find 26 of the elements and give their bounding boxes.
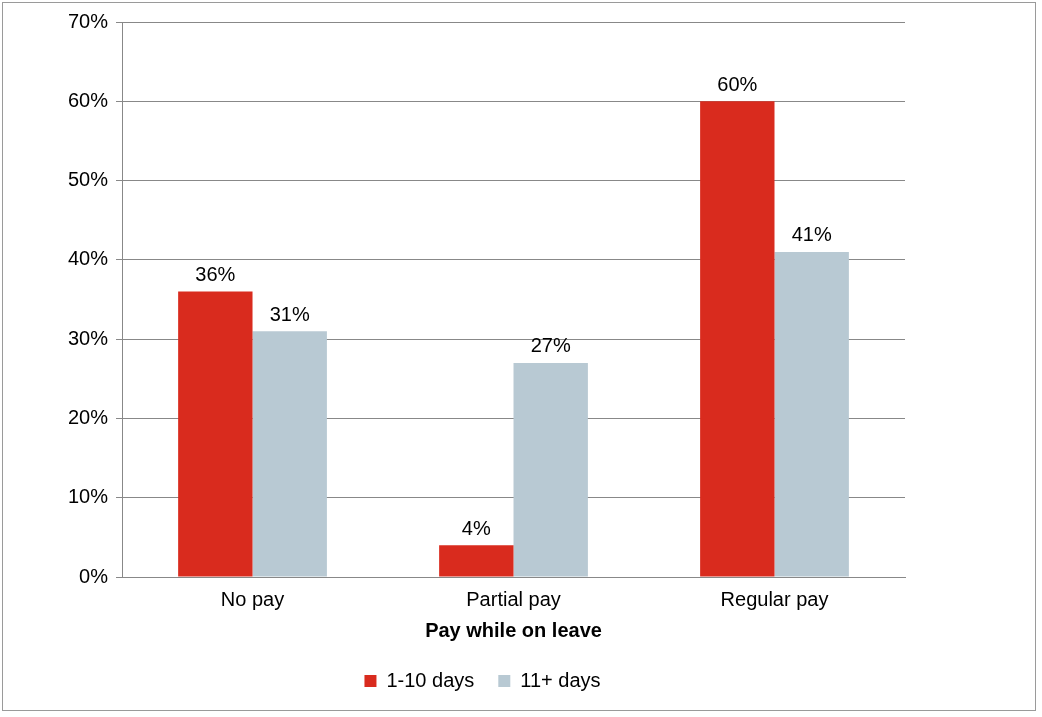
y-tick-label: 60% xyxy=(68,88,109,111)
y-tick-label: 10% xyxy=(68,485,109,508)
bar xyxy=(252,331,327,577)
bar xyxy=(513,362,588,577)
y-tick-label: 40% xyxy=(68,247,109,270)
y-tick-label: 0% xyxy=(79,564,109,587)
x-tick-label: Regular pay xyxy=(720,587,829,610)
x-tick-label: Partial pay xyxy=(466,587,561,610)
data-label: 4% xyxy=(461,516,491,539)
y-tick-label: 30% xyxy=(68,326,109,349)
data-label: 31% xyxy=(269,302,310,325)
y-tick-label: 70% xyxy=(68,9,109,32)
data-label: 27% xyxy=(530,334,571,357)
x-tick-label: No pay xyxy=(220,587,285,610)
data-label: 36% xyxy=(195,263,236,286)
y-tick-label: 50% xyxy=(68,168,109,191)
bar xyxy=(439,545,514,577)
bar xyxy=(178,291,253,577)
y-tick-label: 20% xyxy=(68,405,109,428)
legend-label: 1-10 days xyxy=(386,668,475,691)
data-label: 41% xyxy=(791,223,832,246)
x-axis-title: Pay while on leave xyxy=(425,618,602,641)
bar xyxy=(700,101,775,577)
legend-label: 11+ days xyxy=(520,668,601,691)
data-label: 60% xyxy=(717,72,758,95)
bar xyxy=(774,251,849,577)
